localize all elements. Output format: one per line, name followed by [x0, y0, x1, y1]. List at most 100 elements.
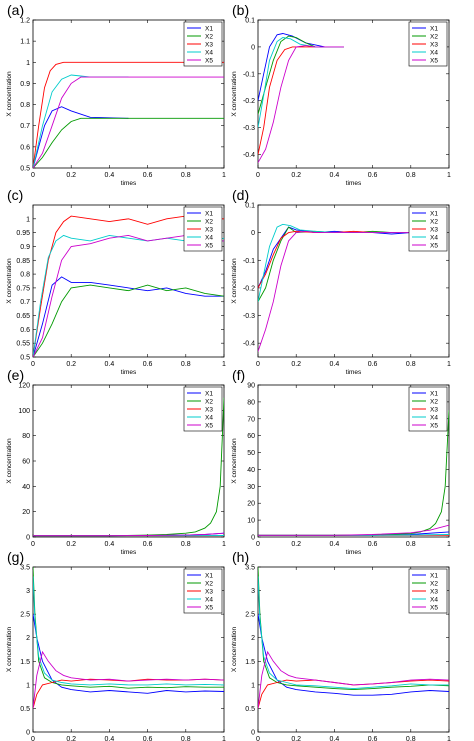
x-tick-label: 0.8	[181, 361, 191, 368]
legend-label: X2	[430, 218, 438, 225]
x-tick-label: 0.6	[368, 361, 378, 368]
legend-label: X3	[430, 588, 438, 595]
x-tick-label: 1	[222, 541, 226, 548]
y-tick-label: 0	[251, 230, 255, 237]
x-tick-label: 0.4	[330, 172, 340, 179]
series-line-x1	[258, 33, 344, 101]
y-tick-label: 0.95	[16, 230, 30, 237]
legend-label: X5	[205, 422, 213, 429]
legend-label: X1	[430, 390, 438, 397]
y-tick-label: 20	[22, 509, 30, 516]
legend-label: X2	[430, 580, 438, 587]
legend-label: X3	[205, 41, 213, 48]
series-line-x5	[33, 76, 224, 168]
series-line-x2	[33, 284, 224, 357]
legend-label: X3	[430, 41, 438, 48]
y-tick-label: -0.1	[243, 71, 255, 78]
y-axis-label: X concentration	[231, 71, 238, 117]
panel-label: (b)	[232, 2, 249, 18]
x-tick-label: 0.2	[291, 736, 301, 741]
legend-label: X2	[430, 33, 438, 40]
y-tick-label: 1.1	[20, 39, 30, 46]
y-tick-label: 50	[247, 450, 255, 457]
y-tick-label: 3.5	[245, 565, 255, 572]
y-tick-label: 0.9	[20, 81, 30, 88]
legend-label: X3	[430, 406, 438, 413]
series-line-x4	[33, 576, 224, 686]
y-tick-label: -0.2	[243, 98, 255, 105]
legend-box	[408, 21, 448, 67]
chart-panel: (g) 0 0.2 0.4 0.6 0.8 1 0 0.5 1 1.5 2 2.5 3 3.5 times X …	[6, 549, 226, 741]
legend-label: X2	[205, 218, 213, 225]
x-tick-label: 0.6	[143, 361, 153, 368]
series-line-x3	[33, 61, 224, 168]
series-line-x4	[33, 234, 224, 357]
y-tick-label: 0	[251, 535, 255, 542]
x-tick-label: 1	[447, 541, 451, 548]
y-tick-label: 70	[247, 416, 255, 423]
y-tick-label: 0.85	[16, 258, 30, 265]
legend-label: X1	[430, 572, 438, 579]
legend-label: X4	[430, 414, 438, 421]
series-line-x1	[33, 276, 224, 357]
y-axis-label: X concentration	[231, 438, 238, 484]
chart-panel: (b) 0 0.2 0.4 0.6 0.8 1 -0.4 -0.3 -0.2 -0.1 0 0.1 tim…	[231, 2, 451, 187]
y-tick-label: 0	[26, 730, 30, 737]
y-tick-label: 20	[247, 501, 255, 508]
legend-label: X3	[205, 406, 213, 413]
y-tick-label: 0.1	[245, 18, 255, 25]
chart-panel: (f)0 0.2 0.4 0.6 0.8 10102030405060708090time…	[231, 367, 451, 556]
series-line-x2	[33, 117, 224, 168]
x-tick-label: 0	[31, 172, 35, 179]
y-tick-label: 10	[247, 518, 255, 525]
legend-label: X5	[205, 242, 213, 249]
y-tick-label: -0.3	[243, 125, 255, 132]
x-tick-label: 0.2	[291, 541, 301, 548]
y-tick-label: 2.5	[245, 612, 255, 619]
series-line-x4	[258, 576, 449, 690]
x-axis-label: times	[346, 180, 362, 187]
chart-panel: (c) 0 0.2 0.4 0.6 0.8 1 0.5 0.55 0.6 0.65 0.7 0.75 0.…	[6, 187, 226, 376]
x-tick-label: 0.6	[368, 172, 378, 179]
legend-label: X5	[430, 57, 438, 64]
series-line-x5	[33, 532, 224, 537]
legend-label: X4	[205, 414, 213, 421]
legend-label: X1	[430, 210, 438, 217]
x-tick-label: 0.2	[291, 361, 301, 368]
x-tick-label: 0.2	[66, 736, 76, 741]
x-tick-label: 0.4	[330, 736, 340, 741]
y-tick-label: 1.5	[245, 659, 255, 666]
y-tick-label: 2.5	[20, 612, 30, 619]
y-tick-label: -0.4	[243, 341, 255, 348]
x-tick-label: 0.8	[406, 361, 416, 368]
legend-label: X5	[430, 604, 438, 611]
x-tick-label: 0.8	[406, 172, 416, 179]
y-tick-label: 3	[26, 588, 30, 595]
y-tick-label: 1	[26, 682, 30, 689]
series-line-x5	[258, 230, 411, 352]
y-tick-label: -0.4	[243, 152, 255, 159]
y-tick-label: 1	[26, 60, 30, 67]
x-tick-label: 0.4	[105, 172, 115, 179]
x-tick-label: 0	[31, 361, 35, 368]
plot-frame	[257, 19, 450, 169]
series-line-x5	[33, 650, 224, 709]
x-tick-label: 0.6	[143, 172, 153, 179]
y-tick-label: 100	[18, 408, 30, 415]
x-tick-label: 0.6	[143, 736, 153, 741]
legend-label: X4	[430, 234, 438, 241]
x-tick-label: 1	[447, 361, 451, 368]
x-tick-label: 0.4	[105, 541, 115, 548]
y-axis-label: X concentration	[231, 627, 238, 673]
x-axis-label: times	[121, 180, 137, 187]
y-tick-label: 0.8	[20, 272, 30, 279]
series-line-x5	[258, 45, 344, 163]
x-axis-label: times	[346, 549, 362, 556]
x-axis-label: times	[121, 369, 137, 376]
x-tick-label: 0.6	[368, 541, 378, 548]
x-tick-label: 0	[31, 541, 35, 548]
y-tick-label: 3	[251, 588, 255, 595]
series-line-x2	[33, 567, 224, 689]
legend-label: X4	[205, 234, 213, 241]
legend-label: X5	[430, 422, 438, 429]
